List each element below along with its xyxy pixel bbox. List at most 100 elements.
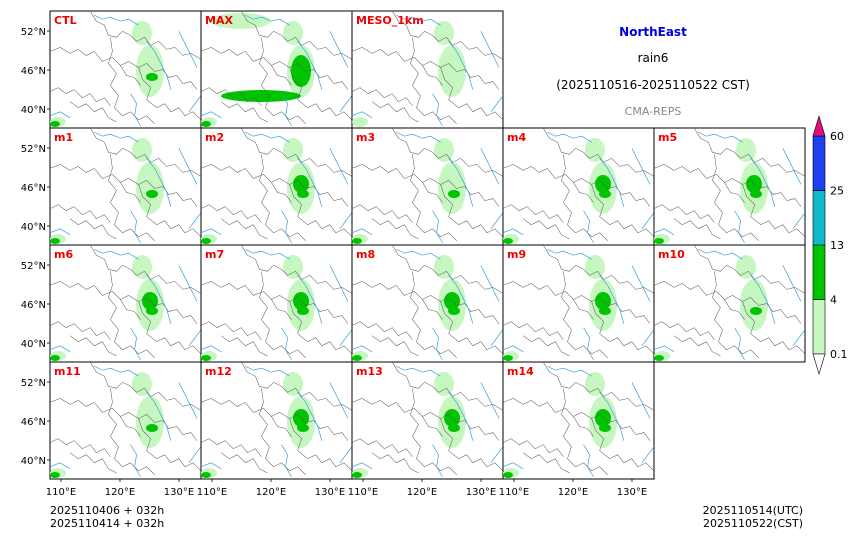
rain-area-light: [136, 162, 164, 214]
panel-frame: [351, 10, 504, 129]
panel-label: m8: [356, 248, 375, 261]
title-region: NorthEast: [619, 25, 687, 39]
panel-frame: [49, 361, 202, 480]
rain-area-moderate: [352, 355, 362, 361]
panel-label: m4: [507, 131, 526, 144]
lat-tick-label: 46°N: [21, 417, 46, 428]
panel-frame: [200, 361, 353, 480]
rain-area-light: [132, 21, 152, 45]
lat-tick-label: 52°N: [21, 144, 46, 155]
rain-area-moderate: [201, 355, 211, 361]
panel-label: CTL: [54, 14, 77, 27]
colorbar-level-label: 0.1: [830, 348, 848, 361]
lon-tick-label: 110°E: [499, 487, 529, 498]
panel-label: m9: [507, 248, 526, 261]
map-panel-m5: m5: [653, 127, 806, 246]
panel-frame: [351, 127, 504, 246]
panel-frame: [351, 361, 504, 480]
panel-frame: [653, 244, 806, 363]
rain-area-light: [283, 138, 303, 162]
lon-tick-label: 130°E: [466, 487, 496, 498]
panel-frame: [502, 361, 655, 480]
rain-area-moderate: [146, 190, 158, 198]
map-panel-m7: m7: [200, 244, 353, 363]
lat-tick-label: 46°N: [21, 300, 46, 311]
rain-area-light: [438, 162, 466, 214]
rain-area-moderate: [201, 238, 211, 244]
lon-tick-label: 110°E: [348, 487, 378, 498]
colorbar-level-label: 60: [830, 130, 844, 143]
rain-area-moderate: [352, 472, 362, 478]
panel-label: m6: [54, 248, 73, 261]
rain-area-light: [132, 138, 152, 162]
rain-area-light: [736, 138, 756, 162]
colorbar-extend-min: [812, 353, 826, 376]
lat-tick-label: 40°N: [21, 456, 46, 467]
footer-init-utc: 2025110406 + 032h: [50, 504, 164, 517]
lon-tick-label: 110°E: [197, 487, 227, 498]
map-panel-m1: m1: [49, 127, 202, 246]
rain-area-moderate: [291, 55, 311, 87]
panel-label: m2: [205, 131, 224, 144]
lat-tick-label: 46°N: [21, 183, 46, 194]
map-panel-meso_1km: MESO_1km: [351, 10, 504, 129]
ensemble-panels: CTL MAX MESO_1km m1 m2 m3 m4 m5 m6 m7 m8 m9 m10 m11 m1…: [49, 10, 806, 480]
rain-area-moderate: [750, 307, 762, 315]
lat-tick-label: 40°N: [21, 222, 46, 233]
colorbar-level-label: 13: [830, 239, 844, 252]
lat-tick-label: 52°N: [21, 378, 46, 389]
panel-frame: [49, 244, 202, 363]
rain-area-moderate: [146, 73, 158, 81]
rain-area-moderate: [50, 121, 60, 127]
rain-area-light: [136, 396, 164, 448]
lon-tick-label: 130°E: [315, 487, 345, 498]
panel-label: MESO_1km: [356, 14, 424, 27]
footer-valid-utc: 2025110514(UTC): [703, 504, 803, 517]
rain-area-moderate: [146, 424, 158, 432]
panel-frame: [351, 244, 504, 363]
rain-area-moderate: [654, 355, 664, 361]
colorbar: 0.1 4 13 25 60: [812, 114, 848, 376]
panel-label: m12: [205, 365, 232, 378]
lon-tick-label: 120°E: [407, 487, 437, 498]
panel-frame: [200, 244, 353, 363]
rain-area-light: [132, 372, 152, 396]
lat-tick-label: 52°N: [21, 27, 46, 38]
lon-tick-label: 120°E: [256, 487, 286, 498]
panel-frame: [502, 244, 655, 363]
rain-area-light: [283, 21, 303, 45]
panel-label: m3: [356, 131, 375, 144]
rain-area-moderate: [50, 355, 60, 361]
rain-area-light: [283, 372, 303, 396]
map-panel-m8: m8: [351, 244, 504, 363]
lon-tick-label: 120°E: [558, 487, 588, 498]
map-panel-m9: m9: [502, 244, 655, 363]
panel-label: m1: [54, 131, 73, 144]
panel-frame: [653, 127, 806, 246]
rain-area-light: [136, 45, 164, 97]
rain-area-moderate: [50, 238, 60, 244]
rain-area-light: [585, 255, 605, 279]
rain-area-light: [211, 13, 271, 29]
colorbar-segment: [812, 299, 826, 355]
title-variable: rain6: [638, 51, 669, 65]
panel-frame: [49, 127, 202, 246]
colorbar-extend-max: [812, 114, 826, 137]
panel-label: MAX: [205, 14, 233, 27]
rain-area-moderate: [503, 238, 513, 244]
lat-tick-label: 52°N: [21, 261, 46, 272]
map-panel-ctl: CTL: [49, 10, 202, 129]
rain-area-light: [132, 255, 152, 279]
lon-tick-label: 120°E: [105, 487, 135, 498]
panel-label: m11: [54, 365, 81, 378]
rain-area-light: [434, 255, 454, 279]
axis-labels: 52°N 46°N 40°N 52°N 46°N 40°N 52°N 46°N 40°N 52°N…: [21, 27, 647, 498]
lat-tick-label: 46°N: [21, 66, 46, 77]
lon-tick-label: 130°E: [617, 487, 647, 498]
map-panel-m13: m13: [351, 361, 504, 480]
panel-label: m10: [658, 248, 685, 261]
title-source: CMA-REPS: [625, 105, 682, 118]
lon-tick-label: 110°E: [46, 487, 76, 498]
rain-area-light: [434, 21, 454, 45]
